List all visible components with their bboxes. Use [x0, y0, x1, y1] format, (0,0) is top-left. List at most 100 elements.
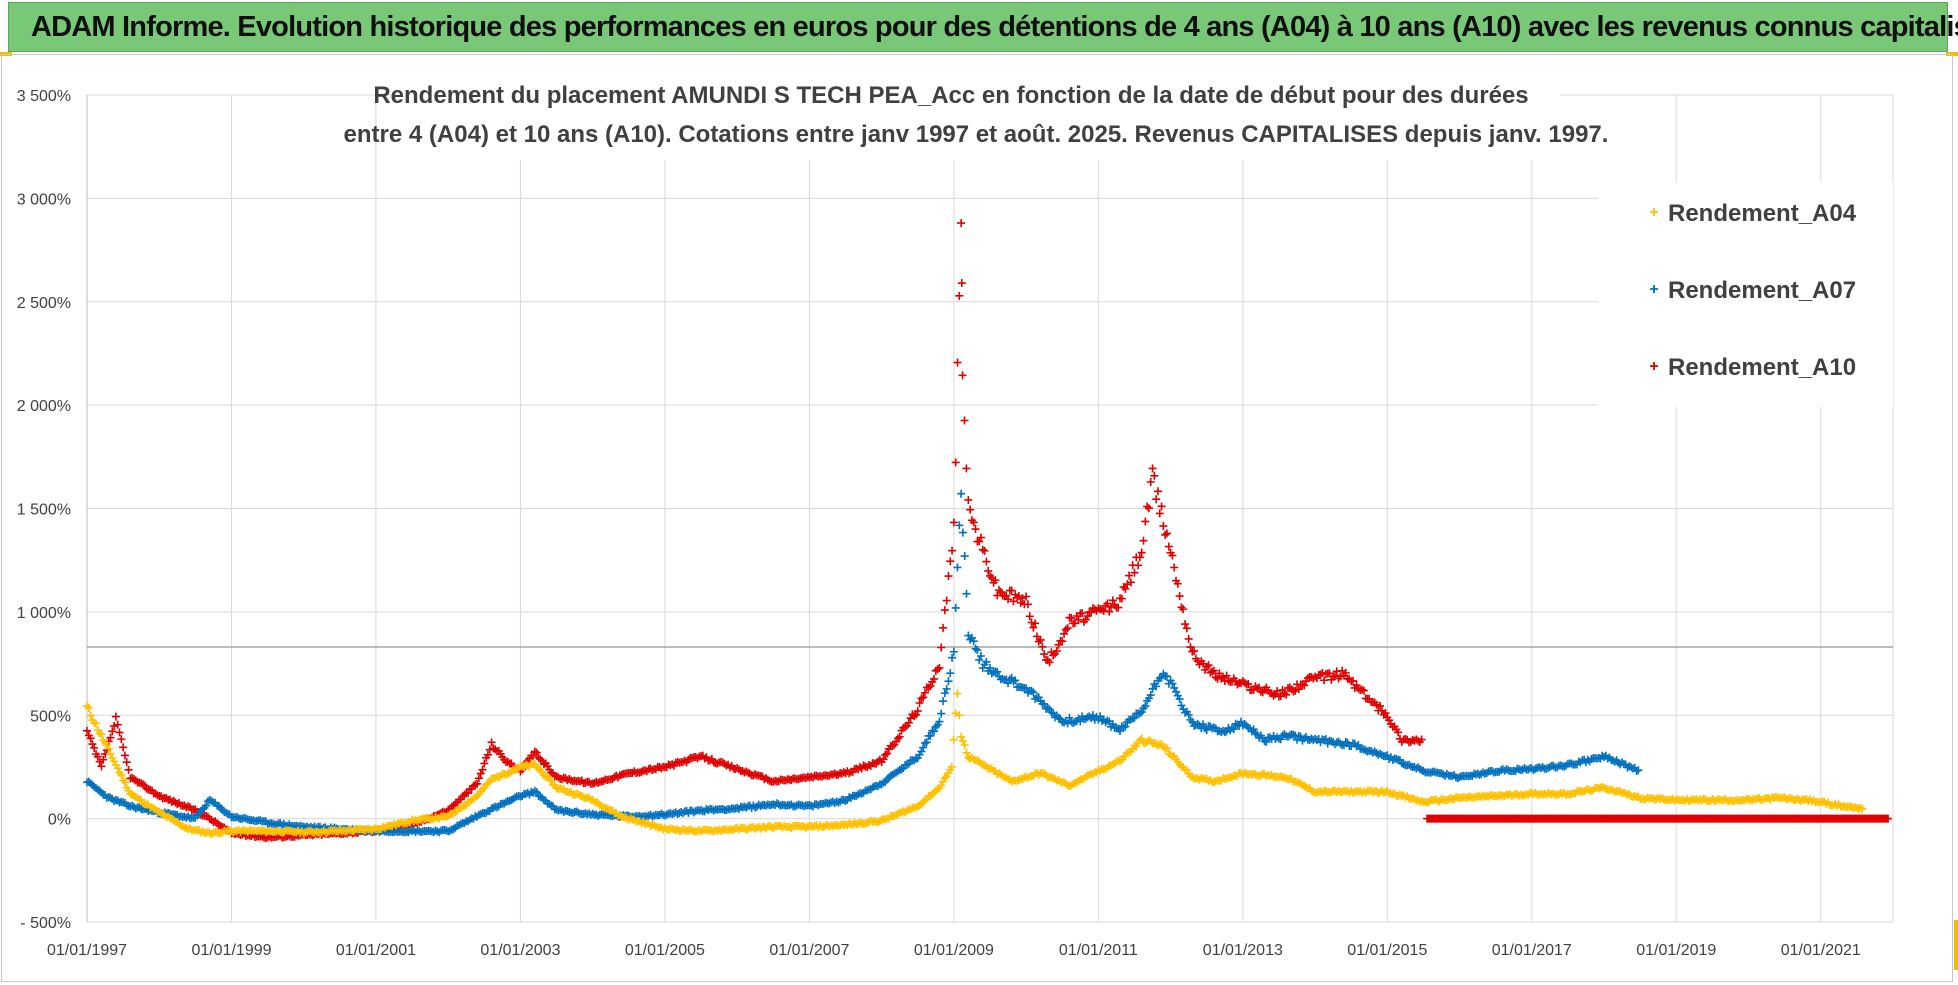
data-point-marker — [863, 786, 872, 795]
data-point-marker — [1209, 723, 1218, 732]
data-point-marker — [530, 747, 539, 756]
data-point-marker — [920, 688, 929, 697]
data-point-marker — [1040, 699, 1049, 708]
data-point-marker — [1164, 542, 1173, 551]
data-point-marker — [975, 537, 984, 546]
data-point-marker — [626, 814, 635, 823]
data-point-marker — [1502, 765, 1511, 774]
data-point-marker — [473, 792, 482, 801]
data-point-marker — [1116, 757, 1125, 766]
data-point-marker — [648, 766, 657, 775]
data-point-marker — [1146, 691, 1155, 700]
data-point-marker — [1105, 607, 1114, 616]
data-point-marker — [491, 745, 500, 754]
legend-label: Rendement_A04 — [1668, 200, 1857, 227]
data-point-marker — [1119, 723, 1128, 732]
data-point-marker — [557, 775, 566, 784]
data-point-marker — [120, 751, 129, 760]
data-point-marker — [1249, 685, 1258, 694]
data-point-marker — [684, 755, 693, 764]
chart-frame — [1, 54, 1953, 982]
data-point-marker — [1137, 708, 1146, 717]
data-point-marker — [113, 796, 122, 805]
series-Rendement_A04 — [83, 689, 1867, 839]
data-point-marker — [1392, 754, 1401, 763]
x-tick-label: 01/01/2017 — [1492, 942, 1572, 959]
data-point-marker — [1078, 609, 1087, 618]
x-tick-label: 01/01/2015 — [1347, 942, 1427, 959]
data-point-marker — [129, 791, 138, 800]
data-point-marker — [173, 800, 182, 809]
data-point-marker — [1240, 678, 1249, 687]
data-point-marker — [1341, 668, 1350, 677]
data-point-marker — [115, 728, 124, 737]
data-point-marker — [910, 712, 919, 721]
data-point-marker — [933, 665, 942, 674]
y-tick-label: 2 000% — [17, 398, 71, 415]
data-point-marker — [594, 811, 603, 820]
data-point-marker — [1137, 734, 1146, 743]
data-point-marker — [807, 801, 816, 810]
data-point-marker — [641, 766, 650, 775]
data-point-marker — [1251, 770, 1260, 779]
x-tick-label: 01/01/2013 — [1203, 942, 1283, 959]
y-tick-label: 0% — [48, 812, 71, 829]
data-point-marker — [1341, 737, 1350, 746]
data-point-marker — [1096, 766, 1105, 775]
data-point-marker — [1054, 713, 1063, 722]
data-point-marker — [978, 664, 987, 673]
data-point-marker — [1083, 612, 1092, 621]
data-point-marker — [917, 694, 926, 703]
data-point-marker — [1195, 660, 1204, 669]
data-point-marker — [949, 735, 958, 744]
data-point-marker — [1150, 471, 1159, 480]
data-point-marker — [1130, 713, 1139, 722]
data-point-marker — [1135, 553, 1144, 562]
data-point-marker — [1170, 563, 1179, 572]
data-point-marker — [1023, 773, 1032, 782]
data-point-marker — [958, 737, 967, 746]
data-point-marker — [1354, 684, 1363, 693]
data-point-marker — [1414, 736, 1423, 745]
data-point-marker — [1610, 757, 1619, 766]
data-point-marker — [86, 711, 95, 720]
data-point-marker — [1029, 688, 1038, 697]
data-point-marker — [473, 779, 482, 788]
data-point-marker — [1349, 788, 1358, 797]
data-point-marker — [917, 747, 926, 756]
y-tick-label: 3 500% — [17, 88, 71, 105]
data-point-marker — [976, 759, 985, 768]
data-point-marker — [539, 760, 548, 769]
data-point-marker — [1116, 727, 1125, 736]
data-point-marker — [99, 755, 108, 764]
data-point-marker — [1152, 495, 1161, 504]
data-point-marker — [809, 773, 818, 782]
data-point-marker — [476, 769, 485, 778]
data-point-marker — [1153, 487, 1162, 496]
data-point-marker — [697, 827, 706, 836]
data-point-marker — [855, 818, 864, 827]
data-point-marker — [801, 823, 810, 832]
data-point-marker — [1126, 578, 1135, 587]
data-point-marker — [969, 518, 978, 527]
data-point-marker — [962, 748, 971, 757]
data-point-marker — [902, 760, 911, 769]
data-point-marker — [953, 358, 962, 367]
data-point-marker — [1162, 744, 1171, 753]
data-point-marker — [1381, 788, 1390, 797]
data-point-marker — [1125, 571, 1134, 580]
x-tick-label: 01/01/2011 — [1059, 942, 1138, 959]
data-point-marker — [1027, 686, 1036, 695]
data-point-marker — [1278, 685, 1287, 694]
data-point-marker — [1884, 814, 1893, 823]
data-point-marker — [1372, 700, 1381, 709]
data-point-marker — [1177, 603, 1186, 612]
data-point-marker — [1016, 598, 1025, 607]
data-point-marker — [1141, 702, 1150, 711]
data-point-marker — [1381, 709, 1390, 718]
data-point-marker — [1049, 709, 1058, 718]
data-point-marker — [1058, 637, 1067, 646]
data-point-marker — [1311, 672, 1320, 681]
data-point-marker — [232, 827, 241, 836]
data-point-marker — [966, 635, 975, 644]
